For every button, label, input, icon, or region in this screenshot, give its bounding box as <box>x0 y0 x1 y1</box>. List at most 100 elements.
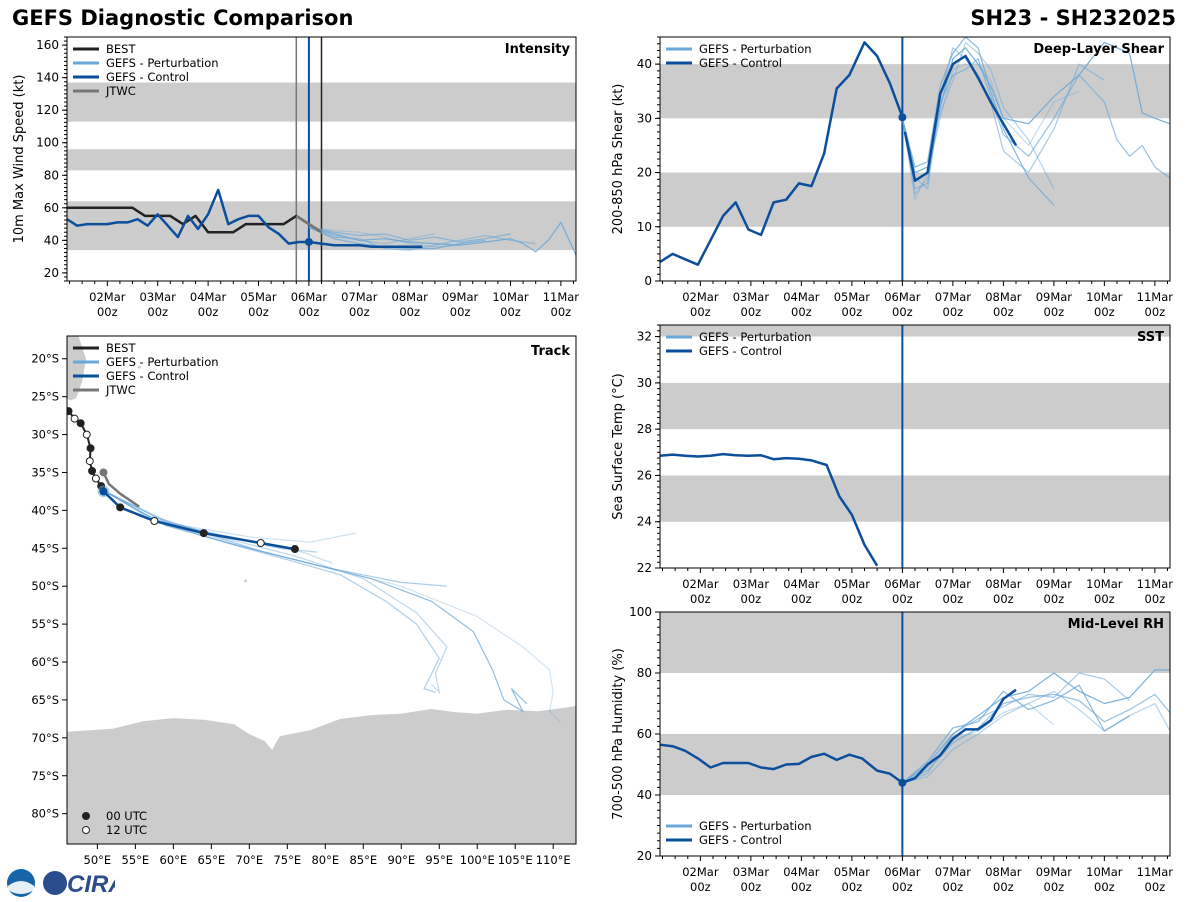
rh-band-1 <box>660 612 1170 673</box>
intensity-xtick-hour: 00z <box>147 305 168 319</box>
intensity-ytick-label: 100 <box>36 136 59 150</box>
intensity-xtick-date: 03Mar <box>140 290 177 304</box>
sst-legend-label: GEFS - Perturbation <box>699 330 812 344</box>
shear-xtick-date: 11Mar <box>1137 290 1174 304</box>
shear-panel-title: Deep-Layer Shear <box>1033 42 1164 57</box>
reunion-island <box>137 365 141 369</box>
track-panel-title: Track <box>531 344 570 359</box>
track-best-point-12utc <box>85 457 94 466</box>
rh-ytick-label: 40 <box>637 788 652 802</box>
rh-ytick-label: 100 <box>629 605 652 619</box>
sst-xtick-date: 07Mar <box>935 577 972 591</box>
shear-xtick-hour: 00z <box>1094 305 1115 319</box>
intensity-xtick-hour: 00z <box>349 305 370 319</box>
rh-xtick-hour: 00z <box>1145 880 1166 894</box>
intensity-xtick-hour: 00z <box>198 305 219 319</box>
intensity-xtick-date: 04Mar <box>190 290 227 304</box>
rh-xtick-date: 07Mar <box>935 865 972 879</box>
shear-legend-label: GEFS - Perturbation <box>699 42 812 56</box>
intensity-ytick-label: 140 <box>36 71 59 85</box>
sst-xtick-date: 03Mar <box>733 577 770 591</box>
rh-xtick-date: 08Mar <box>985 865 1022 879</box>
intensity-ytick-label: 40 <box>44 233 59 247</box>
sst-ytick-label: 22 <box>637 561 652 575</box>
track-best-point-00utc <box>88 466 97 475</box>
track-best-point-12utc <box>91 474 100 483</box>
rh-xtick-date: 02Mar <box>682 865 719 879</box>
madagascar-landmass <box>67 336 86 401</box>
rh-xtick-hour: 00z <box>741 880 762 894</box>
intensity-xtick-date: 05Mar <box>240 290 277 304</box>
shear-series-pert-2 <box>901 41 1055 195</box>
sst-band-1 <box>660 382 1170 430</box>
track-lat-label: 35°S <box>31 465 59 479</box>
rh-xtick-date: 03Mar <box>733 865 770 879</box>
shear-analysis-marker <box>898 113 907 122</box>
intensity-xtick-hour: 00z <box>551 305 572 319</box>
sst-band-0 <box>660 475 1170 522</box>
intensity-series-best-6 <box>67 206 323 234</box>
figure-title: GEFS Diagnostic Comparison <box>12 6 354 30</box>
sst-plot-area <box>660 325 1170 568</box>
shear-series-pert-5 <box>901 47 1105 190</box>
track-best-point-12utc <box>70 414 79 423</box>
shear-xtick-date: 06Mar <box>884 290 921 304</box>
sst-xtick-hour: 00z <box>1145 592 1166 606</box>
sst-xtick-date: 08Mar <box>985 577 1022 591</box>
rh-xtick-date: 05Mar <box>834 865 871 879</box>
intensity-xtick-date: 08Mar <box>392 290 429 304</box>
shear-ytick-label: 10 <box>637 220 652 234</box>
track-perturbation-7 <box>104 490 334 565</box>
intensity-series-pert-2 <box>308 226 436 245</box>
track-legend-marker-12utc <box>82 826 90 834</box>
rh-series-pert-2 <box>902 690 1170 784</box>
track-legend-marker-label: 00 UTC <box>106 809 147 823</box>
shear-band-1 <box>660 64 1170 119</box>
shear-plot-area <box>660 37 1170 281</box>
shear-xtick-hour: 00z <box>842 305 863 319</box>
track-lat-label: 50°S <box>31 579 59 593</box>
track-legend-label: BEST <box>106 341 136 355</box>
sst-ytick-label: 24 <box>637 515 652 529</box>
intensity-xtick-hour: 00z <box>450 305 471 319</box>
shear-xtick-date: 05Mar <box>834 290 871 304</box>
track-legend-marker-label: 12 UTC <box>106 823 147 837</box>
sst-panel-title: SST <box>1137 330 1164 345</box>
track-control-point-12utc <box>256 538 265 547</box>
track-lon-label: 60°E <box>160 853 188 867</box>
intensity-ytick-label: 120 <box>36 103 59 117</box>
track-plot-area <box>67 336 576 844</box>
track-frame <box>66 335 577 845</box>
track-lon-label: 85°E <box>349 853 377 867</box>
track-legend-label: GEFS - Perturbation <box>106 355 219 369</box>
intensity-ytick-label: 80 <box>44 168 59 182</box>
panel-intensity: 2040608010012014016002Mar00z03Mar00z04Ma… <box>12 36 579 319</box>
sst-xtick-hour: 00z <box>791 592 812 606</box>
panel-sst: 22242628303202Mar00z03Mar00z04Mar00z05Ma… <box>611 324 1173 606</box>
intensity-legend-label: JTWC <box>105 84 136 98</box>
track-lon-label: 95°E <box>425 853 453 867</box>
sst-frame <box>659 324 1171 569</box>
shear-series-pert-4 <box>901 63 1080 201</box>
noaa-cira-logo: CIRA <box>5 866 126 898</box>
track-legend-label: JTWC <box>105 383 136 397</box>
sst-series-control-0 <box>660 452 879 567</box>
track-lon-label: 100°E <box>460 853 495 867</box>
intensity-xtick-hour: 00z <box>299 305 320 319</box>
track-lat-label: 45°S <box>31 541 59 555</box>
shear-xtick-hour: 00z <box>791 305 812 319</box>
sst-xtick-hour: 00z <box>842 592 863 606</box>
rh-series-control-6 <box>660 688 1017 785</box>
panel-rh: 2040608010002Mar00z03Mar00z04Mar00z05Mar… <box>611 605 1173 894</box>
shear-legend-label: GEFS - Control <box>699 56 782 70</box>
track-perturbation-0 <box>104 490 440 693</box>
track-best-point-00utc <box>67 407 73 416</box>
intensity-xtick-date: 10Mar <box>492 290 529 304</box>
track-lat-label: 20°S <box>31 352 59 366</box>
track-lat-label: 70°S <box>31 731 59 745</box>
panel-shear: 01020304002Mar00z03Mar00z04Mar00z05Mar00… <box>611 36 1174 319</box>
track-perturbation-4 <box>104 490 447 587</box>
shear-ytick-label: 30 <box>637 111 652 125</box>
track-lat-label: 60°S <box>31 655 59 669</box>
